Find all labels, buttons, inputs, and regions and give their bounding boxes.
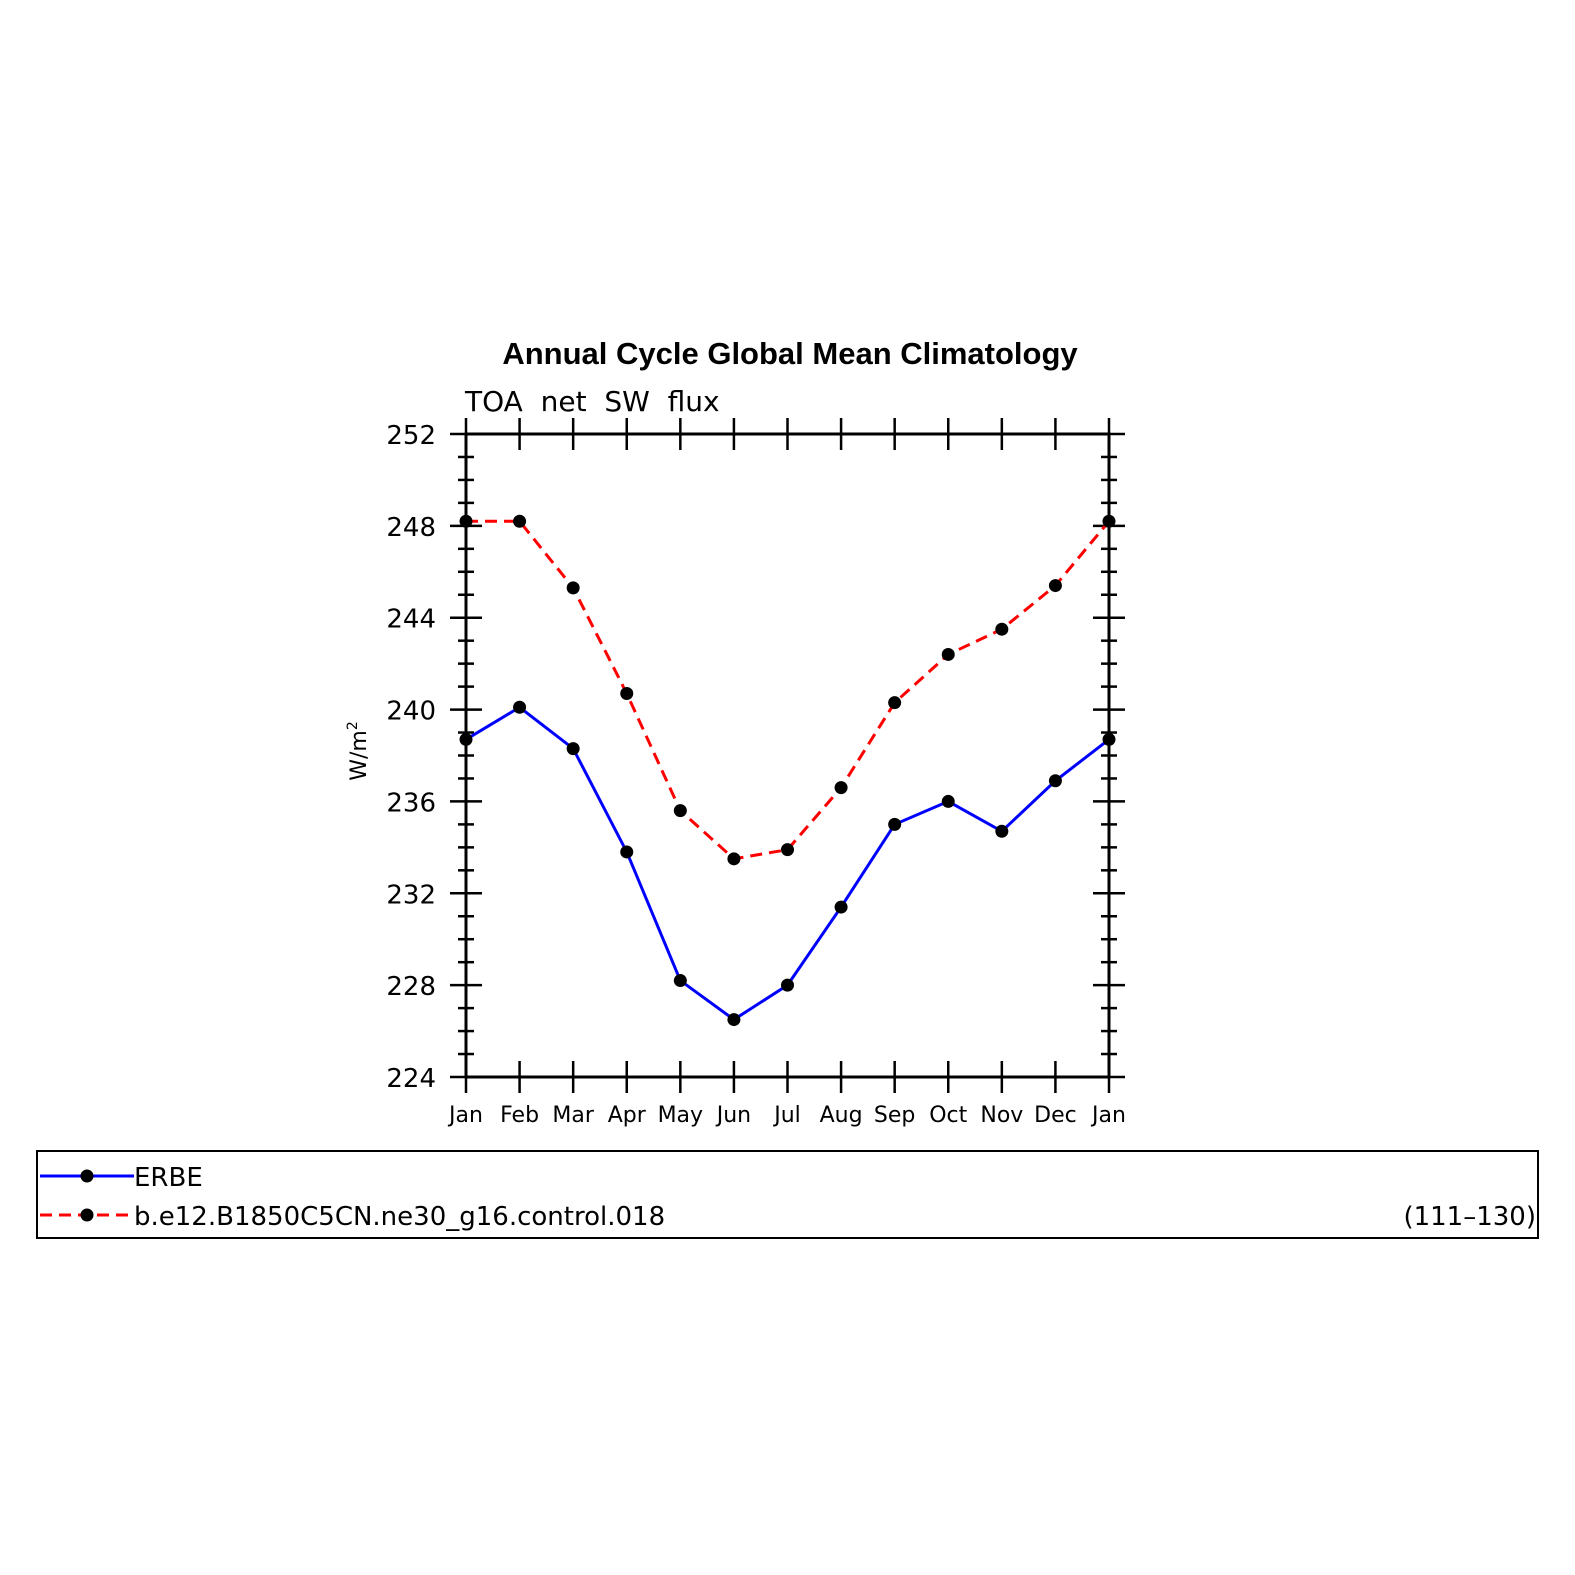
series-0-point [834, 900, 848, 914]
series-1-point [513, 514, 527, 528]
y-tick-label: 232 [386, 880, 436, 910]
legend-box [36, 1150, 1539, 1239]
series-0-point [459, 732, 473, 746]
series-1-point [995, 622, 1009, 636]
y-axis-label: W/m2 [345, 721, 372, 781]
chart-subtitle: TOA net SW flux [464, 385, 720, 418]
x-tick-label: Feb [500, 1103, 539, 1128]
series-1-point [673, 804, 687, 818]
x-tick-label: Oct [929, 1103, 967, 1128]
series-0-point [727, 1013, 741, 1027]
series-0-point [941, 794, 955, 808]
series-0-point [673, 974, 687, 988]
y-tick-label: 252 [386, 421, 436, 451]
series-0-point [513, 700, 527, 714]
legend-label-0: ERBE [134, 1163, 203, 1193]
axes: 224 228 232 236 240 244 248 252 Jan Feb Mar Apr May J… [386, 418, 1126, 1128]
y-axis-label-text: W/m [347, 730, 372, 781]
x-tick-label: Sep [874, 1103, 915, 1128]
series-1-point [727, 852, 741, 866]
x-tick-label: Jan [1090, 1103, 1126, 1128]
series-0-point [1048, 774, 1062, 788]
y-tick-label: 228 [386, 972, 436, 1002]
series-1-point [620, 686, 634, 700]
series-1-point [888, 696, 902, 710]
y-tick-label: 248 [386, 513, 436, 543]
series-1-point [566, 581, 580, 595]
series-line-1 [466, 519, 1111, 861]
svg-text:W/m2: W/m2 [345, 721, 372, 781]
series-1-point [941, 647, 955, 661]
x-tick-label: May [658, 1103, 703, 1128]
series-line-0 [465, 705, 1110, 1022]
x-tick-label: Aug [820, 1103, 863, 1128]
legend-label-1: b.e12.B1850C5CN.ne30_g16.control.018 [134, 1202, 665, 1232]
y-axis-label-superscript: 2 [345, 721, 361, 730]
y-tick-label: 240 [386, 697, 436, 727]
chart-title: Annual Cycle Global Mean Climatology [502, 336, 1078, 371]
y-tick-label: 224 [386, 1064, 436, 1094]
legend-note-1: (111–130) [1403, 1202, 1536, 1232]
series-1-point [1102, 514, 1116, 528]
series-0-point [1102, 732, 1116, 746]
x-tick-label: Jan [447, 1103, 483, 1128]
series-0-point [620, 845, 634, 859]
y-tick-label: 244 [386, 605, 436, 635]
series-0-point [888, 817, 902, 831]
x-tick-label: Nov [980, 1103, 1023, 1128]
series-1-point [834, 781, 848, 795]
x-tick-label: Jul [772, 1103, 801, 1128]
series-0-point [566, 742, 580, 756]
series-1-point [781, 843, 794, 857]
series-layer [459, 514, 1116, 1027]
legend: ERBE b.e12.B1850C5CN.ne30_g16.control.018… [36, 1150, 1539, 1239]
series-1-point [1048, 579, 1062, 593]
series-1-point [459, 514, 473, 528]
series-0-point [781, 978, 794, 992]
legend-marker-0 [80, 1169, 94, 1183]
x-tick-label: Jun [715, 1103, 751, 1128]
y-tick-label: 236 [386, 788, 436, 818]
legend-marker-1 [80, 1208, 94, 1222]
series-0-point [995, 824, 1009, 838]
x-tick-label: Mar [552, 1103, 594, 1128]
x-tick-label: Dec [1034, 1103, 1077, 1128]
x-tick-label: Apr [608, 1103, 647, 1128]
